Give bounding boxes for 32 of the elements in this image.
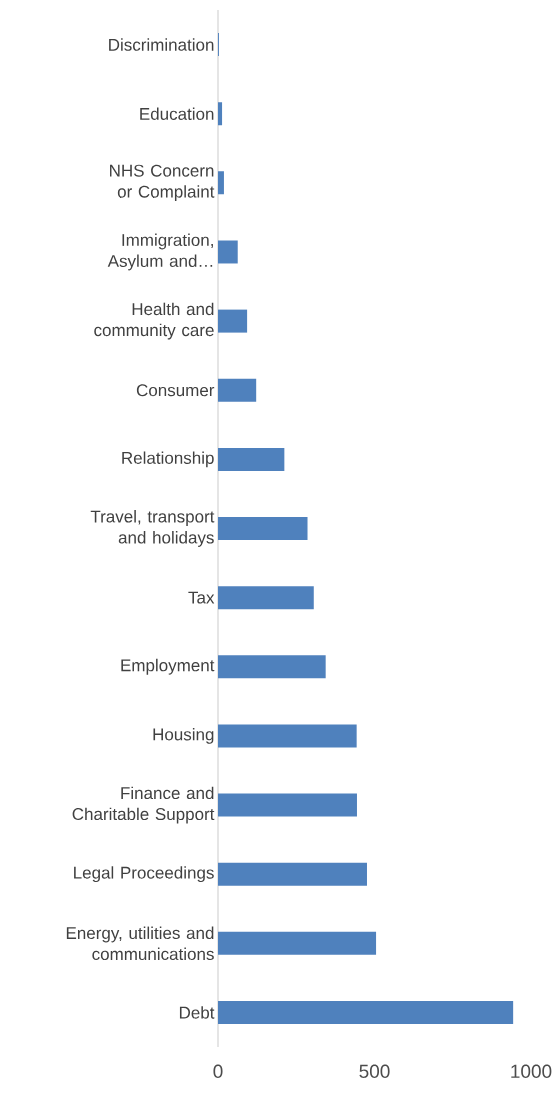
bar xyxy=(218,862,367,886)
y-tick-label: Discrimination xyxy=(109,38,214,51)
bar xyxy=(218,517,308,541)
bar xyxy=(218,655,326,679)
bar xyxy=(218,171,224,195)
bar xyxy=(218,240,238,264)
x-tick-label: 1000 xyxy=(511,1064,552,1078)
bar xyxy=(218,447,285,471)
y-tick-label: Relationship xyxy=(122,451,214,468)
y-tick-label: Energy, utilities and communications xyxy=(66,926,214,961)
bar xyxy=(218,1000,514,1024)
y-tick-label: Immigration, Asylum and… xyxy=(107,233,213,271)
y-tick-label: Employment xyxy=(121,658,215,675)
bar xyxy=(218,378,257,402)
bar xyxy=(218,793,357,817)
y-tick-label: Finance and Charitable Support xyxy=(72,786,215,824)
bar xyxy=(218,724,357,748)
y-tick-label: Health and community care xyxy=(94,302,214,340)
bar xyxy=(218,586,314,610)
y-tick-label: Debt xyxy=(179,1006,215,1019)
bar xyxy=(218,309,248,333)
y-tick-label: Education xyxy=(140,107,214,120)
x-tick-label: 0 xyxy=(213,1064,223,1078)
bar xyxy=(218,102,223,126)
y-tick-label: Tax xyxy=(188,591,215,604)
bar xyxy=(218,931,377,955)
y-tick-label: Housing xyxy=(153,728,214,744)
y-tick-label: Travel, transport and holidays xyxy=(90,510,215,547)
y-tick-label: Legal Proceedings xyxy=(74,866,214,883)
y-tick-label: Consumer xyxy=(136,384,215,397)
y-tick-label: NHS Concern or Complaint xyxy=(110,164,215,202)
x-tick-label: 500 xyxy=(359,1064,390,1078)
